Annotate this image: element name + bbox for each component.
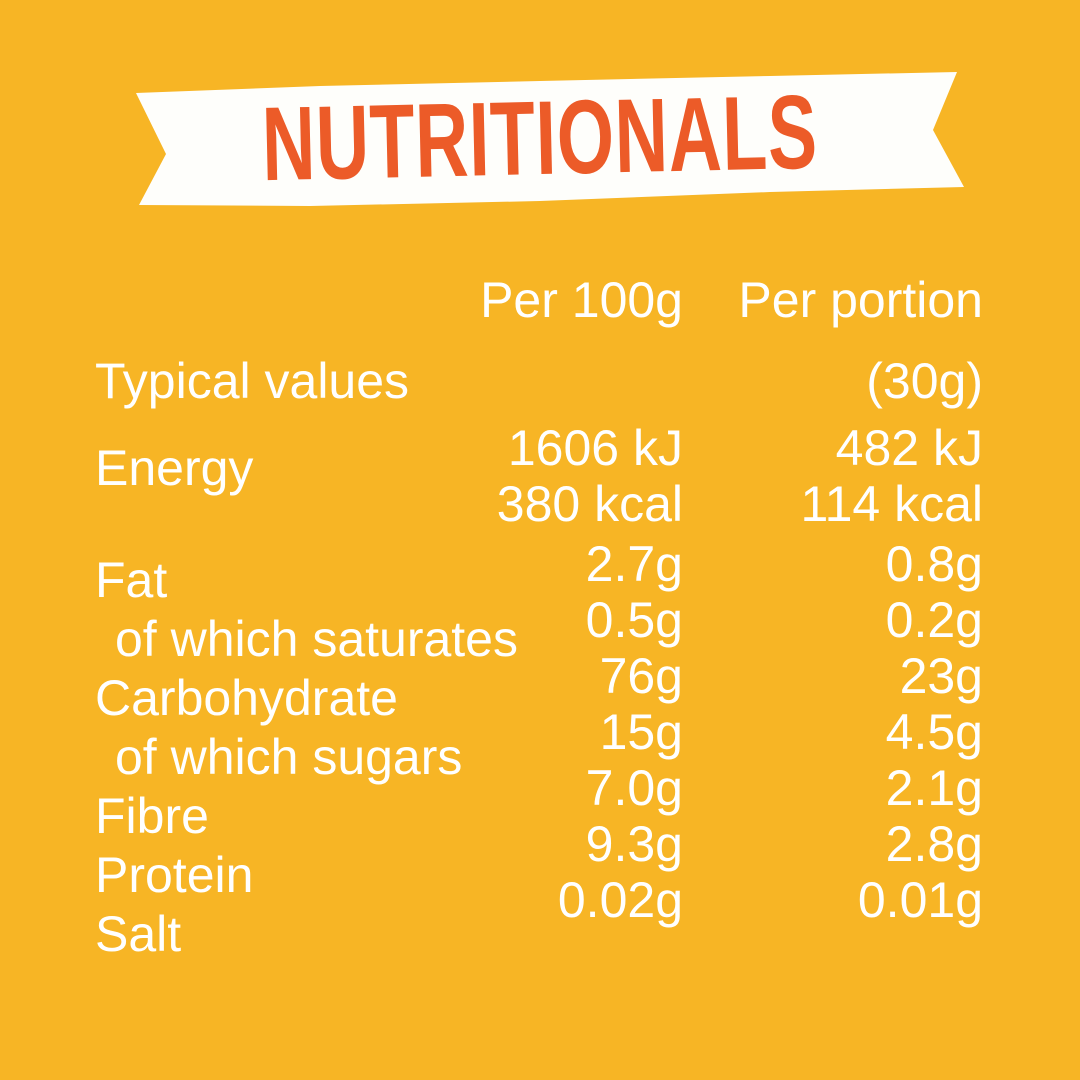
banner-ribbon [136,72,964,206]
portion-size-note: (30g) [866,353,983,409]
per-portion-value: 4.5g [885,704,983,760]
nutrient-label: of which saturates [115,611,518,667]
table-row: of which sugars 15g 4.5g [95,704,983,782]
per-100g-value: 15g [599,704,683,760]
per-100g-value: 0.02g [557,872,683,928]
nutrient-label: Carbohydrate [95,670,398,726]
per-portion-value: 23g [899,648,983,704]
nutrient-label-cell: of which sugars [95,707,462,782]
per-portion-value: 0.01g [857,872,983,928]
per-100g-value: 7.0g [585,760,683,816]
per-100g-value: 76g [599,648,683,704]
table-row: Carbohydrate 76g 23g [95,648,983,723]
nutrient-label: Protein [95,847,254,903]
typical-values-label: Typical values [95,353,410,409]
nutrient-label: Fibre [95,788,209,844]
per-100g-value: 9.3g [585,816,683,872]
nutrient-label: of which sugars [115,729,463,785]
table-row: Fat 2.7g 0.8g [95,536,983,605]
energy-label: Energy [95,443,433,493]
typical-values-row: Typical values (30g) [95,332,983,420]
per-portion-value: 2.8g [885,816,983,872]
nutrient-label: Salt [95,906,182,962]
energy-kj-per-portion: 482 kJ [835,420,983,476]
table-row: Fibre 7.0g 2.1g [95,760,983,841]
nutrient-rows: Fat 2.7g 0.8g of which saturates 0.5g 0.… [95,536,983,959]
table-row: of which saturates 0.5g 0.2g [95,592,983,664]
table-row: Salt 0.02g 0.01g [95,872,983,959]
nutrient-label-cell: Carbohydrate [95,651,433,723]
energy-per-100g: 1606 kJ 380 kcal [433,420,683,532]
nutrient-label-cell: Salt [95,875,433,959]
energy-kj-per-100g: 1606 kJ [507,420,683,476]
energy-kcal-per-portion: 114 kcal [800,476,983,532]
per-100g-value: 2.7g [585,536,683,592]
nutrition-table: Per 100g Per portion Typical values (30g… [95,268,983,959]
banner-title-wrap: NUTRITIONALS [0,60,1080,216]
energy-per-portion: 482 kJ 114 kcal [683,420,983,532]
per-portion-value: 2.1g [885,760,983,816]
nutrient-label-cell: Protein [95,819,433,900]
table-header-row: Per 100g Per portion [95,268,983,332]
energy-kcal-per-100g: 380 kcal [496,476,683,532]
per-portion-value: 0.8g [885,536,983,592]
ribbon-shape [136,72,964,206]
energy-row: Energy 1606 kJ 380 kcal 482 kJ 114 kcal [95,420,983,536]
col-header-per-portion: Per portion [738,272,983,328]
nutrient-label-cell: of which saturates [95,595,518,664]
nutrient-label-cell: Fat [95,539,433,605]
per-portion-value: 0.2g [885,592,983,648]
table-row: Protein 9.3g 2.8g [95,816,983,900]
nutrient-label: Fat [95,552,168,608]
per-100g-value: 0.5g [585,592,683,648]
nutrient-label: Energy [95,440,254,496]
col-header-per-100g: Per 100g [480,272,683,328]
nutrient-label-cell: Fibre [95,763,433,841]
banner-title: NUTRITIONALS [260,73,820,203]
